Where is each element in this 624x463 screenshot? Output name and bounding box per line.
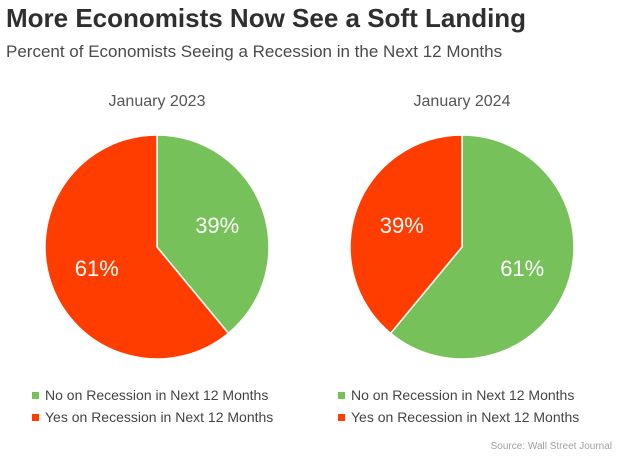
legend-item-no: No on Recession in Next 12 Months xyxy=(32,384,273,406)
legend-label-no: No on Recession in Next 12 Months xyxy=(45,387,269,403)
legend-label-yes: Yes on Recession in Next 12 Months xyxy=(45,409,274,425)
pie-title-jan-2024: January 2024 xyxy=(413,93,511,110)
legend-jan-2023: No on Recession in Next 12 Months Yes on… xyxy=(32,384,273,428)
legend-item-yes: Yes on Recession in Next 12 Months xyxy=(338,406,579,428)
legend-swatch-no xyxy=(338,391,345,399)
data-label-no: 39% xyxy=(195,213,239,238)
chart-title: More Economists Now See a Soft Landing xyxy=(6,3,527,33)
legend-swatch-yes xyxy=(32,413,39,421)
data-label-yes: 39% xyxy=(380,213,424,238)
pie-slice-yes xyxy=(349,134,463,335)
data-label-yes: 61% xyxy=(75,256,119,281)
pie-slice-no xyxy=(156,134,270,335)
source-note: Source: Wall Street Journal xyxy=(490,441,612,452)
chart-subtitle: Percent of Economists Seeing a Recession… xyxy=(6,42,503,61)
legend-swatch-yes xyxy=(338,413,345,421)
legend-item-no: No on Recession in Next 12 Months xyxy=(338,384,579,406)
pie-chart-jan-2023: 39% 61% xyxy=(44,134,270,360)
legend-swatch-no xyxy=(32,391,39,399)
pie-slice-no xyxy=(389,134,575,360)
legend-label-no: No on Recession in Next 12 Months xyxy=(351,387,575,403)
data-label-no: 61% xyxy=(500,256,544,281)
legend-jan-2024: No on Recession in Next 12 Months Yes on… xyxy=(338,384,579,428)
pie-chart-jan-2024: 61% 39% xyxy=(349,134,575,360)
legend-label-yes: Yes on Recession in Next 12 Months xyxy=(351,409,580,425)
pie-slice-yes xyxy=(44,134,230,360)
pie-title-jan-2023: January 2023 xyxy=(108,93,206,110)
legend-item-yes: Yes on Recession in Next 12 Months xyxy=(32,406,273,428)
